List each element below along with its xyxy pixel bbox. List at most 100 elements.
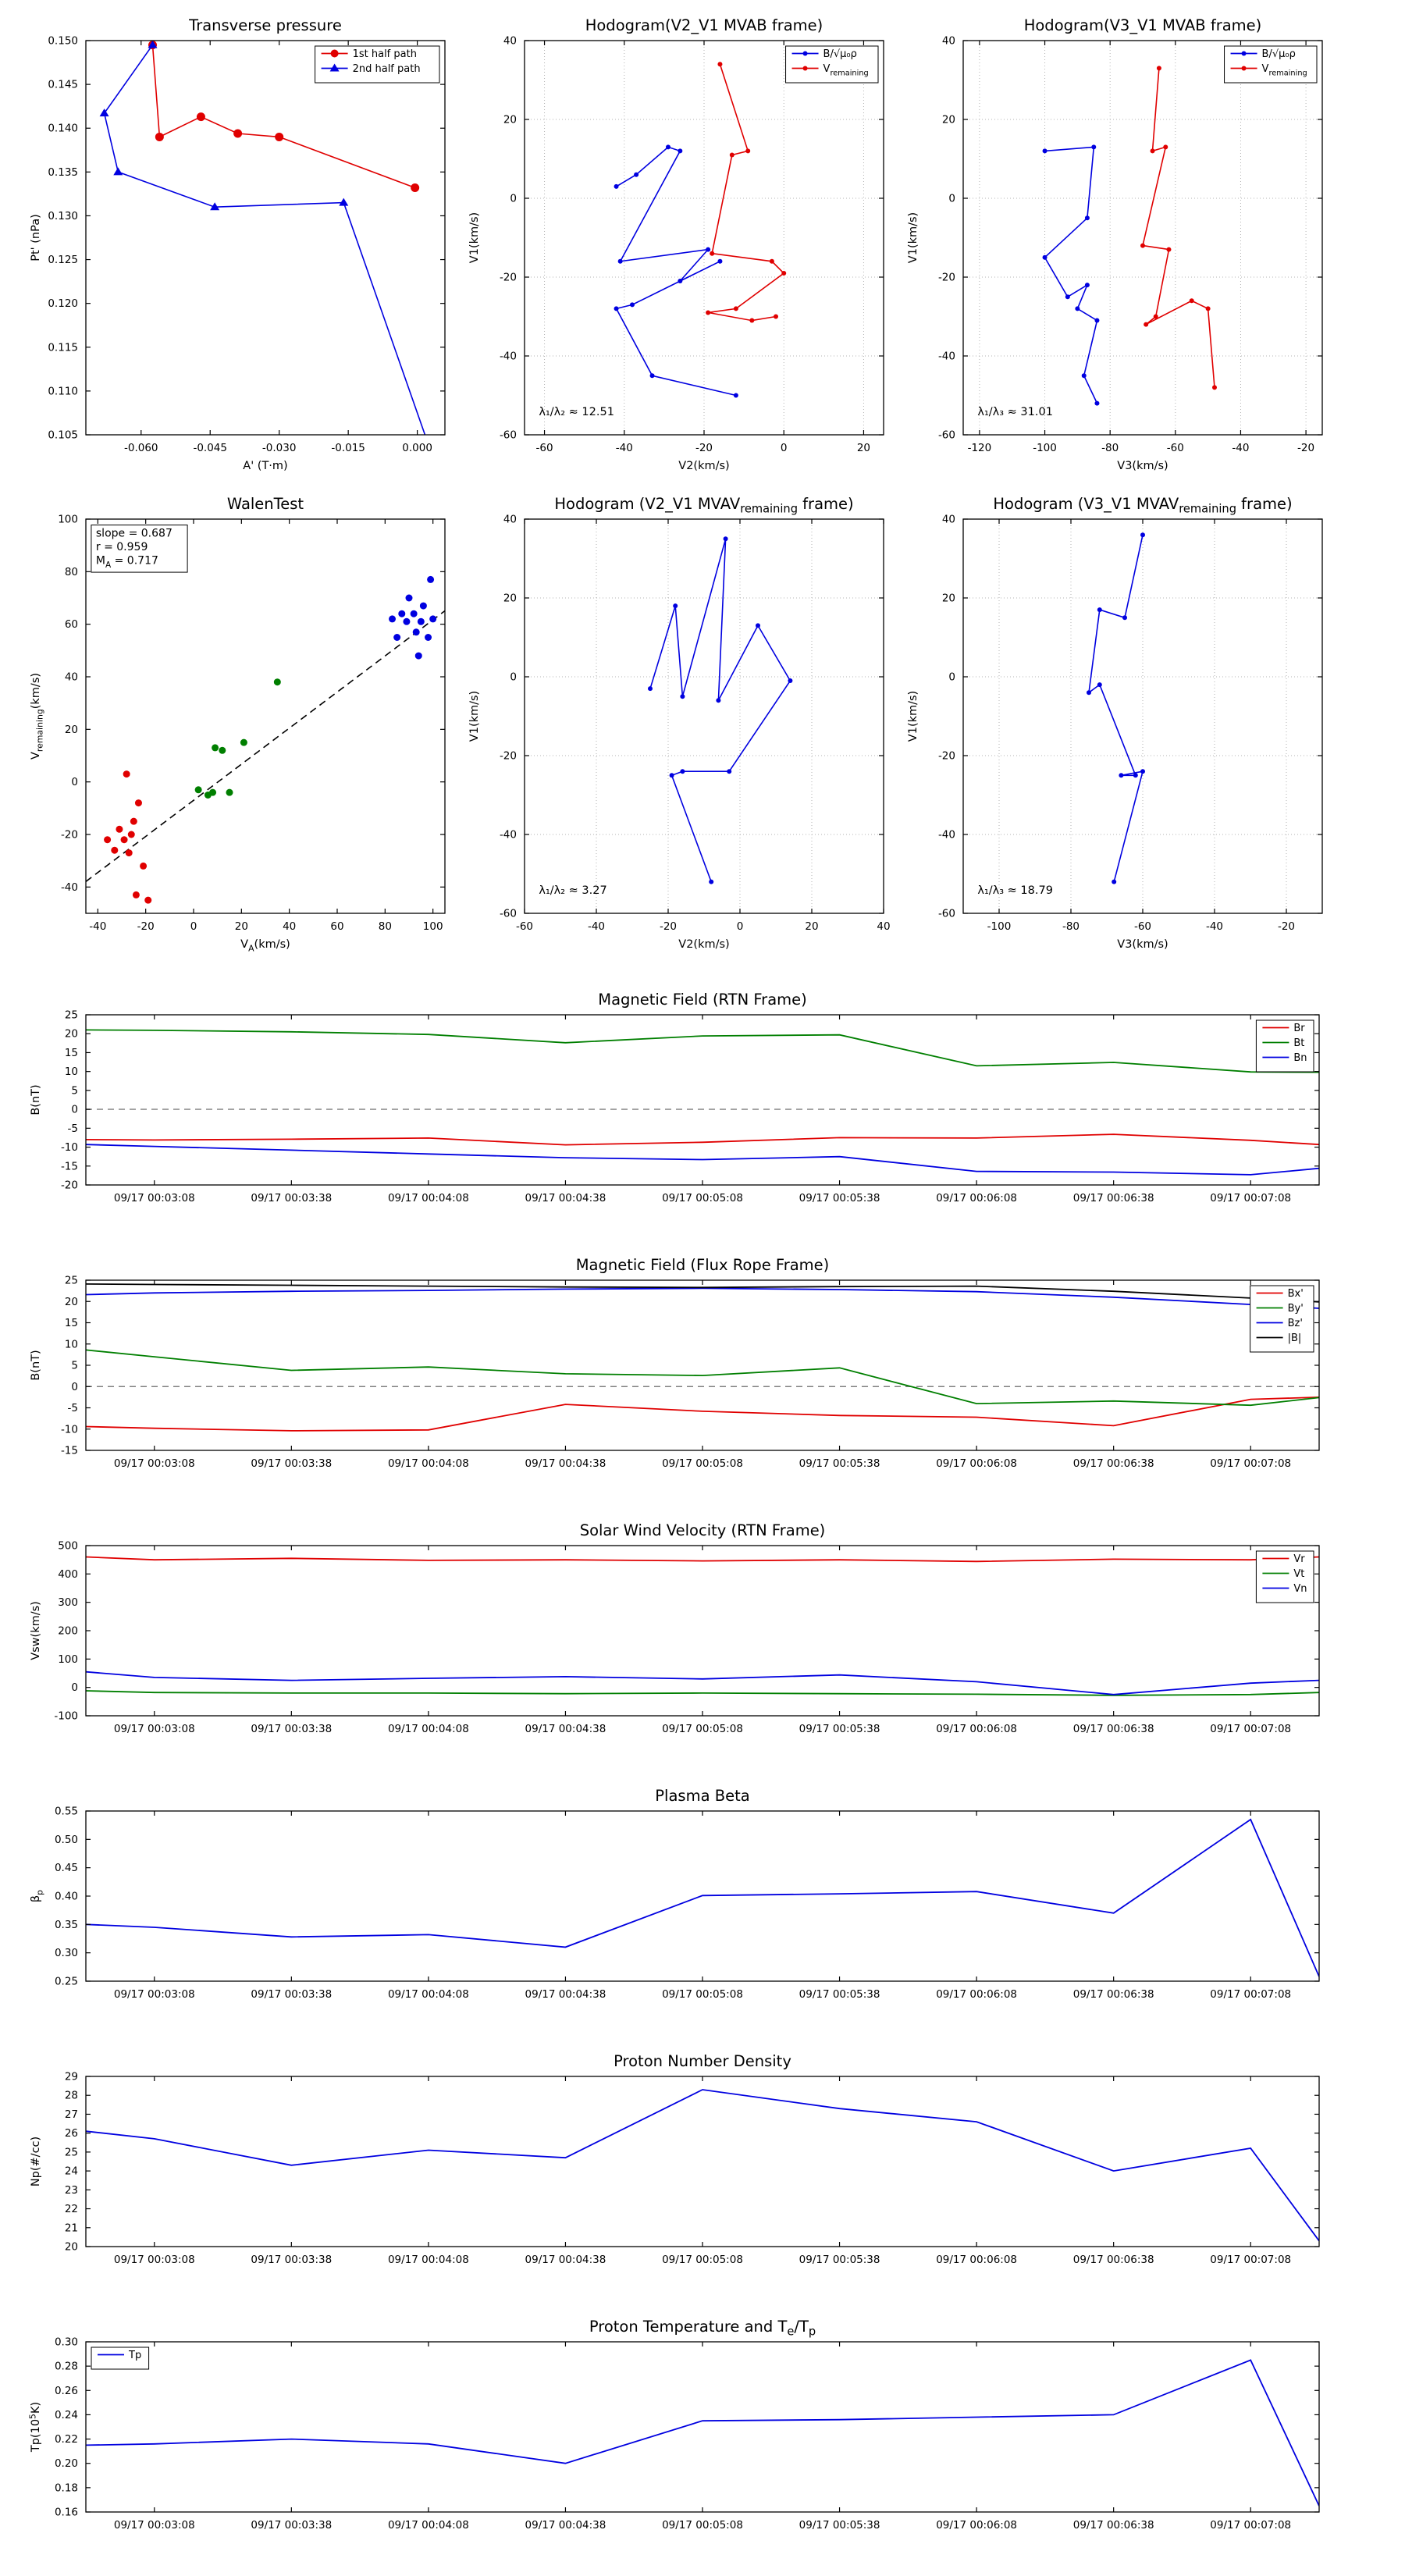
x-tick-label: 09/17 00:04:38: [525, 1192, 606, 1204]
chart-title: Plasma Beta: [655, 1787, 749, 1805]
chart-title: WalenTest: [227, 495, 304, 513]
y-tick-label: 20: [503, 114, 517, 126]
x-tick-label: 09/17 00:05:08: [662, 1192, 743, 1204]
y-tick-label: -20: [61, 1179, 78, 1192]
x-tick-label: 09/17 00:05:08: [662, 2519, 743, 2532]
x-tick-label: 09/17 00:06:08: [936, 1192, 1017, 1204]
y-axis-label: Np(#/cc): [30, 2137, 42, 2186]
x-tick-label: 09/17 00:05:38: [799, 1192, 880, 1204]
y-axis-label: V1(km/s): [907, 691, 919, 742]
y-tick-label: -60: [500, 429, 517, 442]
y-axis-label: B(nT): [30, 1350, 42, 1380]
series-group: [86, 1283, 1319, 1432]
y-tick-label: 0: [510, 193, 517, 205]
y-tick-label: 500: [58, 1540, 78, 1553]
plot-svg-walen-test: -40 -20 0 20 40 60 80 100 -40 -20 0 20 40 60 80 100 Wale…: [30, 495, 446, 954]
legend-label: Vr: [1293, 1553, 1305, 1565]
x-axis-label: V2(km/s): [678, 460, 729, 472]
y-tick-label: -40: [938, 829, 955, 841]
x-tick-label: 09/17 00:03:08: [114, 2254, 195, 2266]
x-tick-label: 09/17 00:04:38: [525, 2519, 606, 2532]
y-tick-label: 0: [71, 776, 78, 788]
y-tick-label: 25: [65, 1275, 78, 1287]
x-tick-label: 80: [379, 920, 392, 933]
y-tick-label: 0.26: [55, 2385, 78, 2397]
chart-title: Solar Wind Velocity (RTN Frame): [580, 1521, 826, 1539]
y-tick-label: 25: [65, 2146, 78, 2158]
y-tick-label: -100: [54, 1710, 78, 1723]
y-tick-label: 0.18: [55, 2482, 78, 2494]
x-tick-label: 09/17 00:05:38: [799, 2519, 880, 2532]
x-tick-label: -60: [516, 920, 533, 933]
y-axis-label: Vsw(km/s): [30, 1601, 42, 1660]
x-tick-label: 09/17 00:04:08: [388, 1192, 469, 1204]
y-tick-label: 0.120: [48, 297, 78, 310]
y-tick-label: 0: [71, 1104, 78, 1116]
x-tick-label: 0.000: [402, 442, 432, 454]
y-axis-label: βp: [30, 1890, 45, 1902]
x-tick-label: -100: [987, 920, 1012, 933]
x-tick-label: 09/17 00:03:08: [114, 1457, 195, 1470]
series-group: [648, 536, 793, 884]
y-tick-label: -15: [61, 1160, 78, 1172]
x-tick-label: 09/17 00:03:38: [251, 1457, 332, 1470]
y-tick-label: 40: [942, 514, 955, 526]
y-tick-label: 0.55: [55, 1806, 78, 1818]
y-tick-label: 0.20: [55, 2457, 78, 2470]
plot-svg-plasma-beta: 09/17 00:03:08 09/17 00:03:38 09/17 00:04:…: [30, 1787, 1320, 2001]
y-tick-label: 0.30: [55, 1947, 78, 1959]
plot-svg-proton-temperature: 09/17 00:03:08 09/17 00:03:38 09/17 00:04:…: [28, 2318, 1320, 2532]
y-tick-label: -15: [61, 1445, 78, 1457]
y-axis-label: V1(km/s): [468, 691, 481, 742]
y-tick-label: 28: [65, 2090, 78, 2102]
annotation: r = 0.959: [96, 541, 148, 553]
y-tick-label: 0.115: [48, 341, 78, 354]
y-tick-label: 20: [65, 2241, 78, 2254]
y-tick-label: 5: [71, 1360, 78, 1372]
series-group: [86, 1029, 1319, 1176]
legend-label: Tp: [128, 2350, 141, 2361]
y-tick-label: -20: [500, 272, 517, 284]
y-tick-label: 40: [503, 514, 517, 526]
y-tick-label: 40: [503, 35, 517, 48]
y-tick-label: 0: [510, 671, 517, 684]
legend: B/√μ₀ρ Vremaining: [785, 45, 879, 84]
y-tick-label: 0.35: [55, 1919, 78, 1931]
chart-title: Magnetic Field (RTN Frame): [598, 991, 807, 1009]
legend-label: |B|: [1288, 1332, 1302, 1344]
x-tick-label: 09/17 00:06:38: [1073, 1988, 1154, 2001]
series-group: [86, 1818, 1319, 1977]
series-group: [86, 575, 445, 904]
y-tick-label: 20: [503, 592, 517, 605]
y-tick-label: -5: [68, 1123, 78, 1135]
y-tick-label: 300: [58, 1596, 78, 1609]
x-tick-label: 09/17 00:05:38: [799, 2254, 880, 2266]
y-tick-label: 0.22: [55, 2433, 78, 2446]
x-tick-label: 09/17 00:05:38: [799, 1457, 880, 1470]
y-tick-label: 0: [948, 193, 955, 205]
y-tick-label: 0.30: [55, 2336, 78, 2349]
legend-label: Bx': [1288, 1288, 1304, 1300]
x-tick-label: 09/17 00:06:38: [1073, 2519, 1154, 2532]
legend-label: B/√μ₀ρ: [823, 48, 857, 60]
y-tick-label: 0: [948, 671, 955, 684]
x-tick-label: -40: [89, 920, 106, 933]
x-tick-label: -20: [137, 920, 155, 933]
y-tick-label: 0.105: [48, 429, 78, 442]
x-tick-label: 09/17 00:07:08: [1210, 1192, 1291, 1204]
y-tick-label: -20: [500, 750, 517, 763]
x-axis-label: A' (T·m): [243, 460, 287, 472]
legend-label: Vt: [1293, 1568, 1304, 1580]
legend: Tp: [91, 2347, 150, 2370]
x-tick-label: 09/17 00:03:38: [251, 2519, 332, 2532]
annotation: λ₁/λ₃ ≈ 18.79: [977, 884, 1053, 897]
y-tick-label: -60: [938, 908, 955, 920]
y-tick-label: 0: [71, 1381, 78, 1393]
x-tick-label: -0.030: [262, 442, 297, 454]
y-tick-label: 20: [942, 114, 955, 126]
y-tick-label: -10: [61, 1423, 78, 1436]
y-tick-label: 20: [942, 592, 955, 605]
x-axis-label: V3(km/s): [1117, 938, 1168, 951]
x-tick-label: -40: [1232, 442, 1249, 454]
x-tick-label: -0.060: [124, 442, 158, 454]
